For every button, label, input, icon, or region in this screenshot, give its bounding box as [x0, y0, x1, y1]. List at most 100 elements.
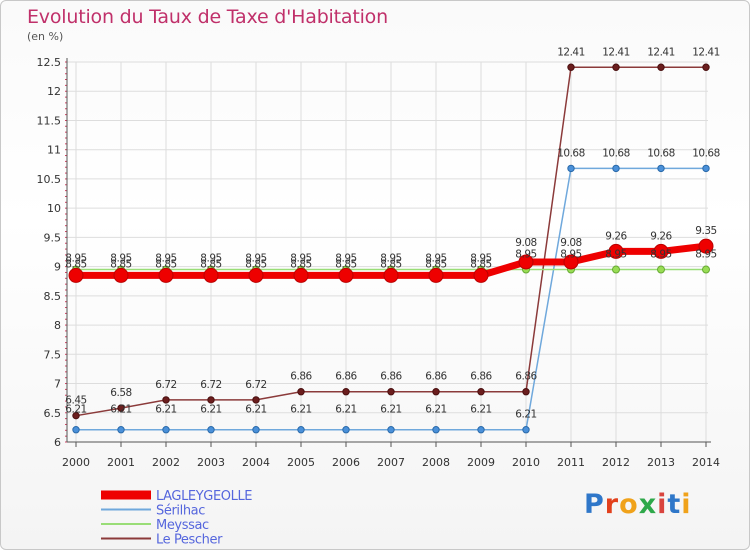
data-label: 8.95 — [155, 252, 176, 264]
y-tick-label: 9.5 — [44, 231, 62, 244]
data-point — [653, 243, 669, 259]
data-point — [563, 254, 579, 270]
chart-subtitle: (en %) — [27, 30, 64, 43]
data-label: 8.85 — [155, 258, 176, 270]
data-label: 6.21 — [290, 404, 311, 416]
x-tick-label: 2007 — [377, 456, 405, 469]
data-label: 8.95 — [470, 252, 491, 264]
data-label: 6.45 — [65, 395, 86, 407]
data-point — [72, 411, 80, 420]
data-point — [207, 426, 215, 434]
legend-label: Le Pescher — [156, 533, 223, 548]
y-tick-label: 7.5 — [44, 348, 62, 361]
data-label: 6.21 — [470, 404, 491, 416]
y-tick-label: 8 — [54, 319, 61, 332]
data-label: 8.95 — [695, 249, 716, 261]
data-point — [252, 426, 260, 434]
logo-letter: i — [681, 489, 692, 520]
data-labels: 8.85 8.85 8.85 8.85 8.85 8.85 8.85 8.85 8.85 8.85… — [65, 46, 720, 421]
data-label: 6.21 — [110, 404, 131, 416]
x-tick-label: 2002 — [152, 456, 180, 469]
data-label: 6.21 — [425, 404, 446, 416]
x-tick-label: 2009 — [467, 456, 495, 469]
data-point — [117, 426, 125, 434]
data-label: 8.95 — [245, 252, 266, 264]
data-label: 8.95 — [110, 252, 131, 264]
data-label: 8.85 — [470, 258, 491, 270]
data-label: 8.85 — [290, 258, 311, 270]
data-label: 10.68 — [557, 147, 585, 159]
logo-letter: i — [657, 489, 668, 520]
data-label: 12.41 — [602, 46, 630, 58]
data-label: 6.86 — [290, 371, 312, 383]
data-point — [342, 426, 350, 434]
data-point — [207, 396, 215, 404]
data-point — [518, 254, 534, 270]
data-label: 6.21 — [200, 404, 221, 416]
x-tick-label: 2001 — [107, 456, 135, 469]
logo-letter: r — [604, 489, 620, 520]
x-tick-label: 2008 — [422, 456, 450, 469]
data-label: 8.95 — [560, 249, 581, 261]
data-label: 10.68 — [602, 147, 630, 159]
y-tick-label: 9 — [54, 261, 61, 274]
data-point — [702, 164, 710, 173]
y-tick-label: 11.5 — [37, 114, 62, 127]
data-point — [428, 267, 444, 283]
data-label: 8.85 — [245, 258, 266, 270]
data-point — [158, 267, 174, 283]
data-label: 6.86 — [335, 371, 357, 383]
data-label: 8.95 — [515, 249, 536, 261]
data-point — [252, 396, 260, 404]
x-tick-label: 2004 — [242, 456, 270, 469]
data-point — [248, 267, 264, 283]
data-label: 8.85 — [65, 258, 86, 270]
x-tick-label: 2014 — [692, 456, 720, 469]
data-point — [72, 426, 80, 434]
data-point — [338, 267, 354, 283]
data-label: 8.85 — [110, 258, 131, 270]
y-tick-label: 6.5 — [44, 407, 62, 420]
data-point — [473, 267, 489, 283]
data-point — [477, 426, 485, 434]
data-label: 10.68 — [692, 147, 720, 159]
data-label: 8.95 — [605, 249, 626, 261]
legend-label: LAGLEYGEOLLE — [156, 489, 252, 504]
x-tick-label: 2010 — [512, 456, 540, 469]
logo-letter: x — [638, 489, 658, 520]
data-label: 12.41 — [692, 46, 720, 58]
data-point — [608, 243, 624, 259]
y-tick-label: 10.5 — [37, 173, 62, 186]
data-label: 12.41 — [557, 46, 585, 58]
y-tick-label: 6 — [54, 436, 61, 449]
data-label: 6.21 — [335, 404, 356, 416]
data-label: 8.95 — [200, 252, 221, 264]
chart-title: Evolution du Taux de Taxe d'Habitation — [27, 6, 388, 28]
data-label: 12.41 — [647, 46, 675, 58]
data-point — [657, 164, 665, 173]
data-label: 8.85 — [335, 258, 356, 270]
logo-letter: o — [619, 489, 639, 520]
data-point — [612, 265, 620, 274]
x-tick-label: 2013 — [647, 456, 675, 469]
x-tick-label: 2006 — [332, 456, 360, 469]
data-label: 9.08 — [560, 237, 581, 249]
data-point — [117, 404, 125, 412]
y-tick-label: 12.5 — [37, 56, 62, 69]
data-label: 8.85 — [425, 258, 446, 270]
data-label: 6.21 — [515, 409, 536, 421]
data-label: 6.21 — [380, 404, 401, 416]
data-point — [162, 396, 170, 404]
data-point — [387, 426, 395, 434]
data-point — [698, 238, 714, 254]
data-point — [387, 388, 395, 396]
data-point — [657, 265, 665, 274]
data-label: 8.95 — [290, 252, 311, 264]
data-label: 9.08 — [515, 237, 536, 249]
logo-letter: t — [667, 489, 682, 520]
data-point — [162, 426, 170, 434]
data-label: 6.21 — [65, 404, 86, 416]
data-label: 8.95 — [335, 252, 356, 264]
series-points — [68, 63, 714, 434]
